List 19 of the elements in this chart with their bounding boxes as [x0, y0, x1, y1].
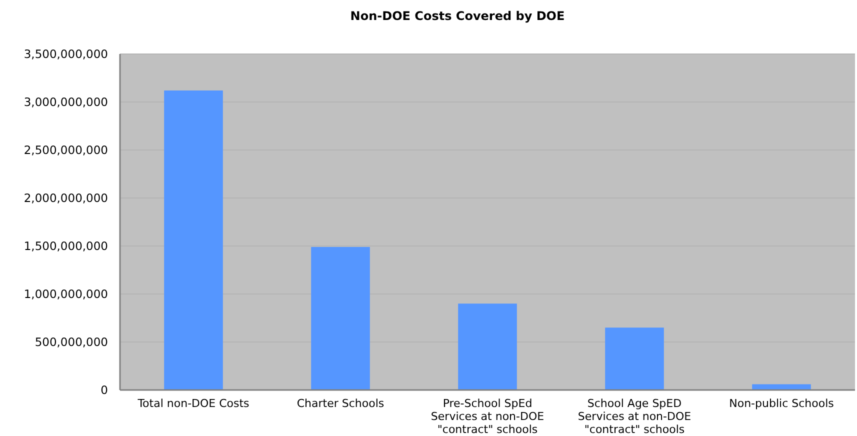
y-tick-label: 1,500,000,000: [24, 239, 108, 254]
y-tick-label: 2,500,000,000: [24, 143, 108, 158]
x-tick-label: Total non-DOE Costs: [136, 397, 250, 410]
bar: [311, 246, 370, 390]
bar: [164, 90, 223, 390]
x-tick-label: Non-public Schools: [729, 397, 834, 410]
y-tick-label: 3,000,000,000: [24, 95, 108, 110]
chart-title: Non-DOE Costs Covered by DOE: [350, 9, 565, 23]
y-tick-label: 1,000,000,000: [24, 287, 108, 302]
bar: [752, 384, 811, 390]
x-tick-label: Charter Schools: [296, 397, 384, 410]
bar: [458, 304, 517, 390]
y-tick-label: 2,000,000,000: [24, 191, 108, 206]
bar: [605, 328, 664, 390]
x-tick-label: Pre-School SpEd Services at non-DOE "contract" schools: [430, 397, 544, 436]
y-tick-label: 0: [100, 383, 108, 398]
y-tick-label: 500,000,000: [34, 335, 108, 350]
x-tick-label: School Age SpED Services at non-DOE "contract" schools: [578, 397, 692, 436]
y-tick-label: 3,500,000,000: [24, 47, 108, 62]
